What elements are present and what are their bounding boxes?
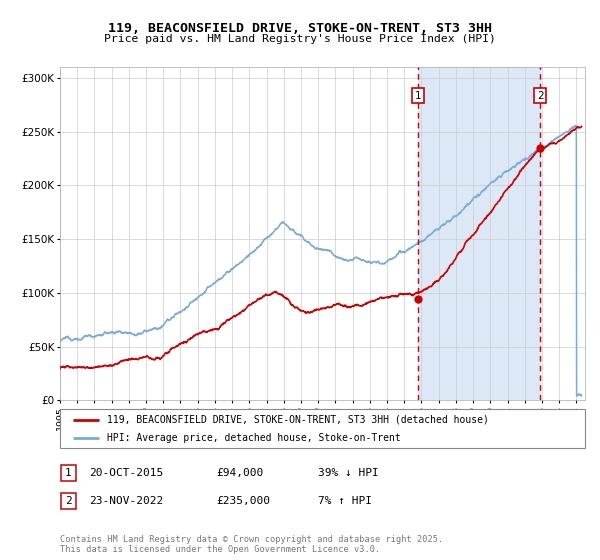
Text: HPI: Average price, detached house, Stoke-on-Trent: HPI: Average price, detached house, Stok… [107,433,401,443]
Text: 119, BEACONSFIELD DRIVE, STOKE-ON-TRENT, ST3 3HH (detached house): 119, BEACONSFIELD DRIVE, STOKE-ON-TRENT,… [107,415,489,425]
Text: 23-NOV-2022: 23-NOV-2022 [89,496,163,506]
Text: 119, BEACONSFIELD DRIVE, STOKE-ON-TRENT, ST3 3HH: 119, BEACONSFIELD DRIVE, STOKE-ON-TRENT,… [108,21,492,35]
Text: 7% ↑ HPI: 7% ↑ HPI [318,496,372,506]
Text: Contains HM Land Registry data © Crown copyright and database right 2025.
This d: Contains HM Land Registry data © Crown c… [60,535,443,554]
Text: Price paid vs. HM Land Registry's House Price Index (HPI): Price paid vs. HM Land Registry's House … [104,34,496,44]
Text: 20-OCT-2015: 20-OCT-2015 [89,468,163,478]
Text: 1: 1 [65,468,72,478]
FancyBboxPatch shape [60,409,585,448]
Text: £235,000: £235,000 [216,496,270,506]
Text: 2: 2 [537,91,544,101]
Text: 1: 1 [415,91,421,101]
Bar [418,67,540,400]
FancyBboxPatch shape [61,465,76,480]
Text: £94,000: £94,000 [216,468,263,478]
Text: 2: 2 [65,496,72,506]
FancyBboxPatch shape [61,493,76,508]
Text: 39% ↓ HPI: 39% ↓ HPI [318,468,379,478]
